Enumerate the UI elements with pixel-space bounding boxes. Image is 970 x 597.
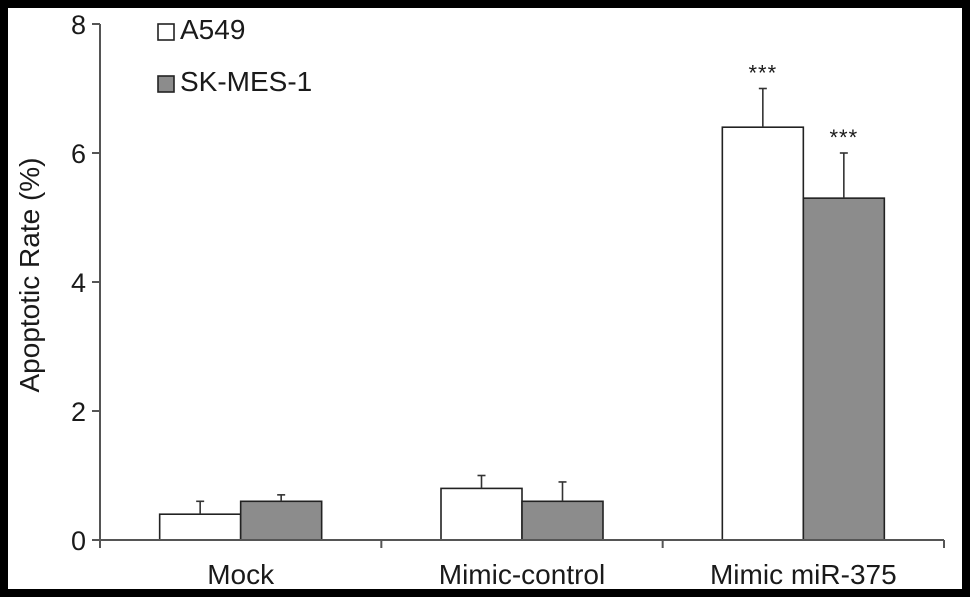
bar xyxy=(521,500,604,541)
bar xyxy=(721,126,805,541)
legend-swatch xyxy=(157,75,175,93)
legend-label: SK-MES-1 xyxy=(180,66,312,97)
legend-label: A549 xyxy=(180,14,245,45)
x-tick-label: Mimic miR-375 xyxy=(710,559,897,589)
bar xyxy=(239,500,323,541)
x-tick-label: Mimic-control xyxy=(439,559,605,589)
y-tick-label: 6 xyxy=(71,139,86,169)
significance-label: *** xyxy=(829,125,858,150)
legend: A549 SK-MES-1 xyxy=(157,14,312,97)
y-tick-label: 0 xyxy=(71,526,86,556)
legend-swatch xyxy=(157,23,175,41)
y-axis-title: Apoptotic Rate (%) xyxy=(14,158,45,393)
axis-ticks: 0 2 4 6 8 Mock Mimic-control Mimic miR-375 xyxy=(71,10,945,589)
y-tick-label: 2 xyxy=(71,397,86,427)
chart-frame: *** *** 0 2 4 6 8 Mock Mimic-control Mimic miR-3… xyxy=(8,8,962,589)
chart-marks: *** *** xyxy=(158,61,886,541)
bar xyxy=(802,197,886,541)
bar xyxy=(440,487,523,541)
significance-label: *** xyxy=(748,61,777,86)
x-tick-label: Mock xyxy=(207,559,275,589)
y-tick-label: 4 xyxy=(71,268,86,298)
y-tick-label: 8 xyxy=(71,10,86,40)
bar xyxy=(158,513,242,541)
bar-chart: *** *** 0 2 4 6 8 Mock Mimic-control Mimic miR-3… xyxy=(14,10,945,589)
